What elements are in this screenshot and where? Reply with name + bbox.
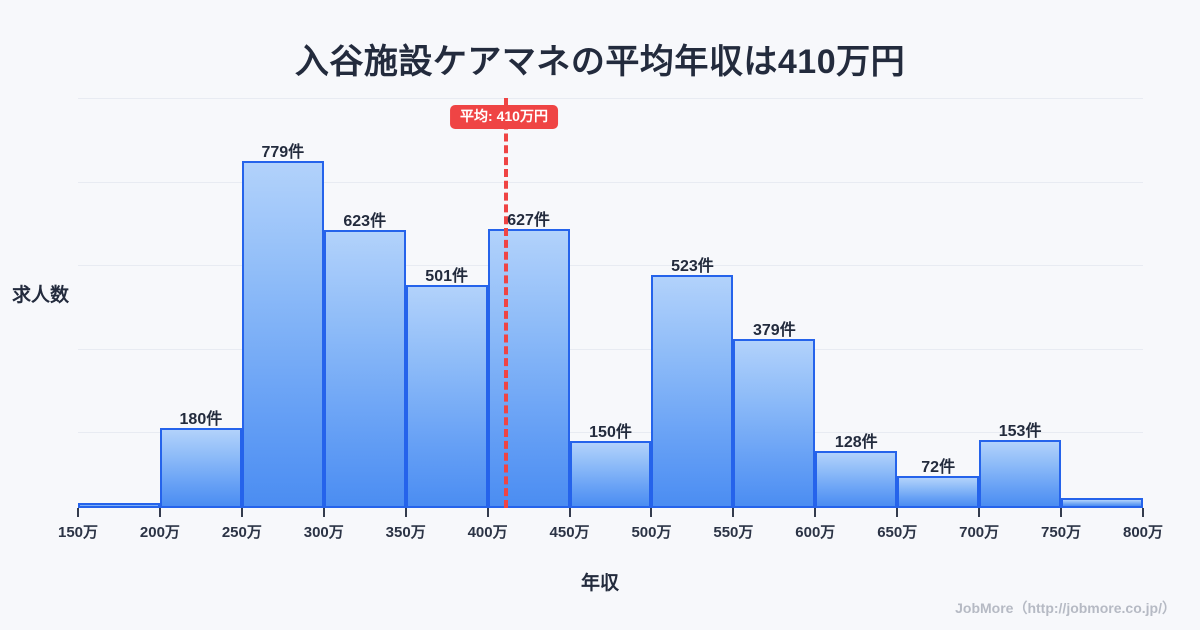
y-axis-title: 求人数 [12,285,70,306]
bar-value-label: 153件 [998,422,1042,440]
x-tick-mark [240,508,243,517]
x-tick-label: 200万 [139,524,180,541]
histogram-bar [897,475,980,508]
x-tick-mark [322,508,325,517]
bar-value-label: 627件 [507,211,550,229]
chart-title: 入谷施設ケアマネの平均年収は410万円 [294,43,906,81]
bar-value-label: 623件 [343,213,387,231]
bar-value-label: 72件 [921,458,956,476]
x-tick-label: 600万 [795,524,836,541]
histogram-bar [78,503,160,508]
x-tick-mark [568,508,571,517]
x-tick-mark [77,508,79,517]
x-tick-label: 300万 [303,524,344,541]
histogram-bar [487,228,570,508]
bar-value-label: 128件 [834,433,878,451]
histogram-bar [815,450,898,508]
x-tick-mark [732,508,735,517]
bar-value-label: 501件 [425,267,468,285]
histogram-bar [323,230,406,508]
histogram-bar [159,427,242,508]
x-tick-label: 400万 [467,524,508,541]
x-tick-label: 700万 [959,524,1000,541]
histogram-bar [651,274,734,508]
gridline [78,182,1143,183]
x-tick-mark [1142,508,1144,517]
x-tick-mark [896,508,899,517]
gridline [78,265,1143,266]
bars-layer [78,98,1143,508]
x-tick-label: 750万 [1041,524,1082,541]
x-tick-label: 450万 [549,524,590,541]
x-tick-label: 500万 [631,524,672,541]
bar-value-label: 379件 [752,322,796,340]
x-tick-label: 550万 [713,524,754,541]
histogram-bar [733,339,816,508]
gridline [78,98,1143,99]
histogram-bar [241,160,324,508]
x-tick-mark [650,508,653,517]
x-tick-mark [978,508,981,517]
mean-badge: 平均: 410万円 [450,105,558,130]
bar-value-label: 150件 [589,424,632,442]
x-tick-mark [814,508,817,517]
x-tick-mark [1060,508,1063,517]
x-tick-label: 350万 [385,524,426,541]
bar-value-label: 180件 [179,410,223,428]
bar-value-label: 523件 [671,257,714,275]
x-tick-label: 650万 [877,524,918,541]
x-tick-mark [486,508,489,517]
plot-area [78,98,1143,508]
histogram-bar [569,441,652,508]
mean-line [504,98,508,508]
x-tick-mark [158,508,161,517]
gridline [78,349,1143,350]
x-axis-title: 年収 [580,573,619,594]
histogram-bar [405,284,488,508]
x-tick-label: 250万 [221,524,262,541]
footer-credit: JobMore（http://jobmore.co.jp/） [955,600,1176,616]
histogram-bar [979,439,1062,508]
histogram-bar [1061,498,1143,508]
x-tick-label: 800万 [1122,524,1164,541]
gridline [78,432,1143,433]
x-tick-mark [404,508,407,517]
bar-value-label: 779件 [261,143,305,161]
x-tick-label: 150万 [57,524,99,541]
